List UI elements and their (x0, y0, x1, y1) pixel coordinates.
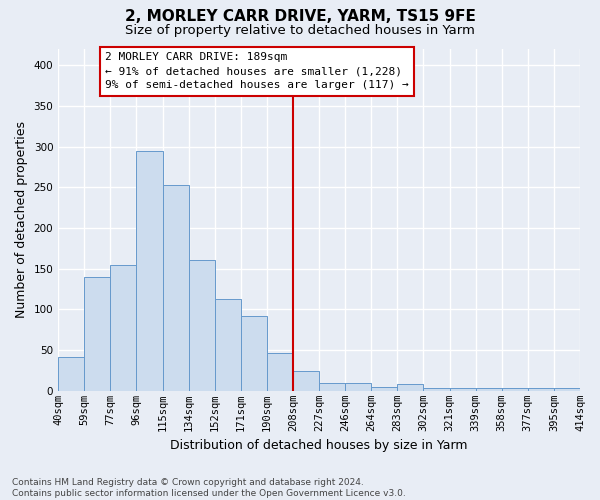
Bar (58, 356, 84, 391)
Bar (424, 388, 449, 391)
Bar (397, 384, 424, 391)
Bar (110, 264, 136, 391)
Bar (528, 388, 554, 391)
Bar (502, 388, 528, 391)
Bar (371, 387, 397, 391)
Bar (554, 388, 580, 391)
Bar (163, 185, 188, 391)
Bar (215, 299, 241, 391)
Bar (188, 260, 215, 391)
Y-axis label: Number of detached properties: Number of detached properties (15, 122, 28, 318)
Text: 2, MORLEY CARR DRIVE, YARM, TS15 9FE: 2, MORLEY CARR DRIVE, YARM, TS15 9FE (125, 9, 475, 24)
Bar (293, 372, 319, 391)
Bar (449, 388, 476, 391)
Bar (319, 382, 345, 391)
Bar (136, 151, 163, 391)
X-axis label: Distribution of detached houses by size in Yarm: Distribution of detached houses by size … (170, 440, 468, 452)
Text: Size of property relative to detached houses in Yarm: Size of property relative to detached ho… (125, 24, 475, 37)
Bar (84, 277, 110, 391)
Bar (476, 388, 502, 391)
Bar (241, 316, 267, 391)
Bar (345, 382, 371, 391)
Text: Contains HM Land Registry data © Crown copyright and database right 2024.
Contai: Contains HM Land Registry data © Crown c… (12, 478, 406, 498)
Text: 2 MORLEY CARR DRIVE: 189sqm
← 91% of detached houses are smaller (1,228)
9% of s: 2 MORLEY CARR DRIVE: 189sqm ← 91% of det… (105, 52, 409, 90)
Bar (267, 354, 293, 391)
